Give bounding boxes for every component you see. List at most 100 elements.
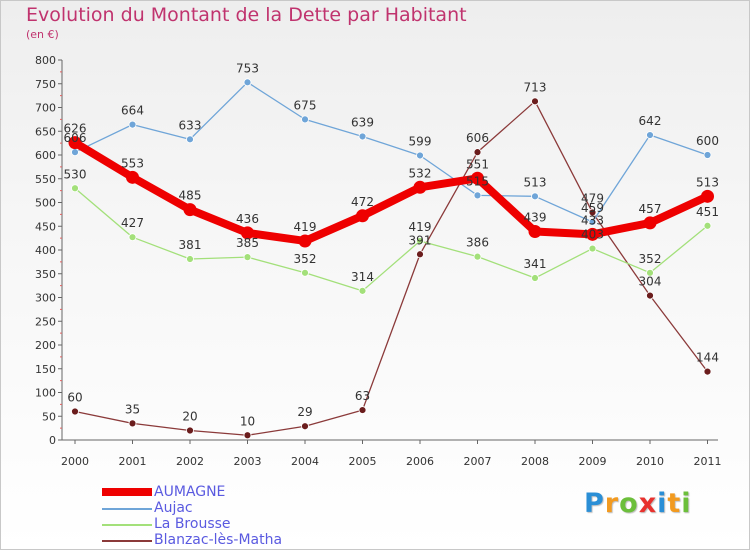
- data-label: 553: [121, 156, 144, 170]
- data-point: [126, 170, 139, 184]
- y-tick-label: 800: [35, 54, 56, 67]
- y-tick-label: 150: [35, 363, 56, 376]
- legend-item-aujac[interactable]: Aujac: [102, 500, 402, 516]
- data-point: [183, 203, 197, 217]
- x-tick-label: 2001: [119, 455, 147, 468]
- data-point: [128, 120, 137, 129]
- series-line-aujac: [74, 81, 709, 223]
- chart-subtitle: (en €): [26, 28, 59, 41]
- x-tick-label: 2002: [176, 455, 204, 468]
- data-point: [243, 431, 252, 440]
- legend-item-la-brousse[interactable]: La Brousse: [102, 516, 402, 532]
- logo-letter-2: r: [604, 488, 620, 519]
- data-label: 713: [524, 80, 547, 94]
- x-tick-label: 2011: [694, 455, 722, 468]
- data-label: 530: [64, 167, 87, 181]
- y-tick-label: 250: [35, 315, 56, 328]
- data-label: 403: [581, 228, 604, 242]
- series-line-la-brousse: [74, 187, 709, 292]
- data-label: 451: [696, 205, 719, 219]
- y-tick-label: 300: [35, 292, 56, 305]
- y-tick-label: 700: [35, 102, 56, 115]
- y-tick-label: 750: [35, 78, 56, 91]
- data-label: 626: [64, 122, 87, 136]
- y-tick-label: 500: [35, 197, 56, 210]
- data-point: [588, 218, 597, 226]
- data-label: 352: [294, 252, 317, 266]
- y-tick-label: 0: [49, 434, 56, 447]
- data-point: [531, 192, 539, 201]
- legend-swatch-la-brousse: [102, 524, 152, 526]
- data-label: 479: [581, 191, 604, 205]
- data-label: 386: [466, 236, 489, 250]
- data-point: [243, 253, 252, 262]
- x-tick-label: 2007: [464, 455, 492, 468]
- proxiti-logo: Proxiti: [584, 488, 692, 519]
- legend-label-aujac: Aujac: [154, 500, 193, 516]
- x-tick-label: 2006: [406, 455, 434, 468]
- data-label: 633: [179, 118, 202, 132]
- y-tick-label: 450: [35, 220, 56, 233]
- legend-label-aumagne: AUMAGNE: [154, 484, 226, 500]
- y-tick-label: 650: [35, 125, 56, 138]
- data-label: 599: [409, 134, 432, 148]
- data-point: [471, 171, 484, 185]
- legend-label-la-brousse: La Brousse: [154, 516, 231, 532]
- data-label: 439: [524, 210, 547, 224]
- legend-item-aumagne[interactable]: AUMAGNE: [102, 484, 402, 500]
- x-tick-label: 2000: [61, 455, 89, 468]
- y-tick-label: 550: [35, 173, 56, 186]
- data-label: 433: [581, 213, 604, 227]
- data-point: [703, 221, 712, 230]
- data-point: [588, 208, 597, 217]
- data-label: 485: [179, 189, 202, 203]
- data-label: 472: [351, 195, 374, 209]
- data-point: [71, 407, 79, 416]
- data-point: [588, 244, 597, 253]
- x-tick-label: 2005: [349, 455, 377, 468]
- data-label: 419: [294, 220, 317, 234]
- data-point: [413, 180, 427, 194]
- x-tick-label: 2004: [291, 455, 319, 468]
- data-point: [68, 136, 82, 150]
- y-tick-label: 400: [35, 244, 56, 257]
- data-label: 753: [236, 61, 259, 75]
- data-point: [701, 189, 714, 203]
- data-point: [358, 406, 367, 414]
- data-label: 29: [297, 405, 312, 419]
- y-tick-label: 50: [42, 410, 56, 423]
- data-label: 20: [182, 410, 197, 424]
- data-label: 385: [236, 236, 259, 250]
- y-tick-label: 350: [35, 268, 56, 281]
- logo-letter-4: x: [638, 488, 658, 519]
- data-label: 513: [696, 175, 719, 189]
- data-label: 35: [125, 402, 140, 416]
- data-point: [416, 237, 424, 245]
- data-point: [241, 226, 254, 240]
- series-line-aumagne: [71, 138, 712, 245]
- data-label: 551: [466, 157, 489, 171]
- data-label: 675: [294, 98, 317, 112]
- data-point: [473, 148, 482, 157]
- data-label: 10: [240, 414, 255, 428]
- legend-swatch-blanzac-les-matha: [102, 540, 152, 542]
- data-point: [703, 151, 712, 159]
- data-point: [643, 216, 657, 230]
- data-point: [301, 115, 309, 124]
- legend-label-blanzac-les-matha: Blanzac-lès-Matha: [154, 532, 283, 548]
- data-label: 513: [524, 175, 547, 189]
- data-point: [586, 227, 599, 241]
- data-point: [186, 255, 194, 263]
- data-point: [473, 191, 482, 200]
- x-tick-label: 2009: [579, 455, 607, 468]
- data-point: [531, 97, 539, 106]
- data-label: 642: [639, 114, 662, 128]
- data-point: [473, 252, 482, 261]
- legend-item-blanzac-les-matha[interactable]: Blanzac-lès-Matha: [102, 532, 402, 548]
- data-label: 457: [639, 202, 662, 216]
- legend-swatch-aujac: [102, 508, 152, 510]
- data-point: [358, 286, 367, 295]
- data-point: [186, 426, 194, 435]
